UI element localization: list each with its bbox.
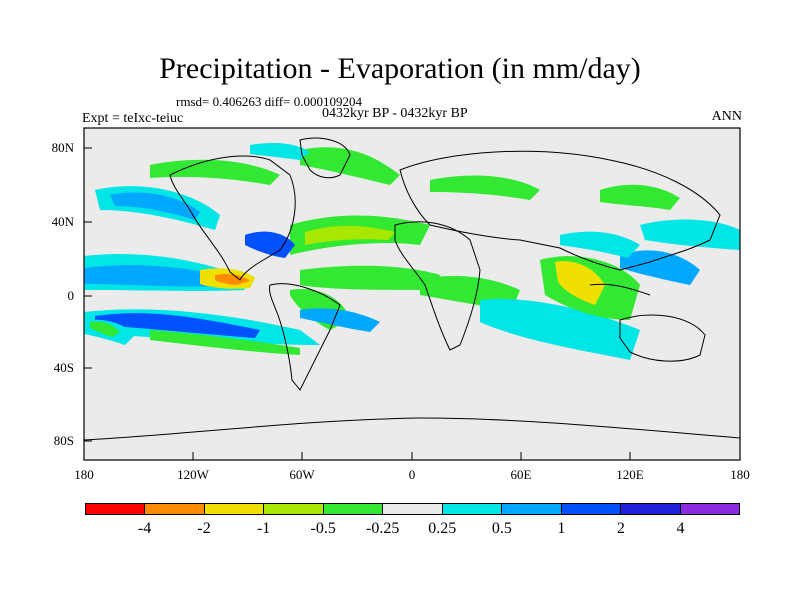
experiment-label: Expt = teIxc-teiuc bbox=[82, 111, 184, 126]
lon-label-180e: 180 bbox=[730, 467, 750, 482]
coast-south-america bbox=[269, 283, 341, 391]
stats-text: rmsd= 0.406263 diff= 0.000109204 bbox=[176, 94, 362, 109]
colorbar-label: 4 bbox=[676, 520, 685, 537]
field-green-europe bbox=[600, 184, 680, 210]
precip-field bbox=[84, 142, 740, 360]
axis-ticks bbox=[83, 147, 741, 460]
field-green-npac bbox=[150, 159, 280, 185]
coast-australia bbox=[619, 314, 706, 362]
colorbar-segment bbox=[264, 504, 324, 514]
field-blue-npac bbox=[110, 192, 200, 220]
field-yellow-indonesia bbox=[555, 261, 605, 305]
field-blue-spcz bbox=[95, 313, 260, 338]
coast-indonesia bbox=[589, 283, 651, 296]
lon-label-180w: 180 bbox=[74, 467, 94, 482]
coast-eurasia bbox=[399, 150, 721, 271]
field-cyan-seasia bbox=[560, 231, 640, 258]
colorbar bbox=[85, 503, 740, 515]
colorbar-label: -1 bbox=[256, 520, 271, 537]
lat-label-40s: 40S bbox=[53, 360, 74, 375]
field-yellowgreen-atlantic bbox=[305, 225, 395, 245]
plot-title: Precipitation - Evaporation (in mm/day) bbox=[159, 52, 641, 85]
lon-label-120e: 120E bbox=[616, 467, 644, 482]
colorbar-label: -0.5 bbox=[310, 520, 336, 537]
field-blue-pacific-itcz bbox=[84, 265, 230, 287]
colorbar-label: 0.5 bbox=[491, 520, 512, 537]
period-label: 0432kyr BP - 0432kyr BP bbox=[322, 106, 468, 121]
field-cyan-indian bbox=[480, 299, 640, 360]
lat-label-80s: 80S bbox=[53, 433, 74, 448]
lon-label-60w: 60W bbox=[289, 467, 315, 482]
colorbar-segment bbox=[621, 504, 681, 514]
lat-label-0: 0 bbox=[67, 288, 75, 303]
coastlines bbox=[83, 137, 741, 441]
map-background bbox=[84, 128, 740, 460]
field-green-eastpac bbox=[90, 321, 120, 337]
field-cyan-north bbox=[250, 142, 310, 160]
colorbar-segment bbox=[561, 504, 622, 514]
lat-label-40n: 40N bbox=[51, 214, 74, 229]
lon-label-120w: 120W bbox=[177, 467, 209, 482]
field-green-spcz bbox=[150, 330, 300, 355]
colorbar-segment bbox=[145, 504, 205, 514]
colorbar-segment bbox=[442, 504, 503, 514]
colorbar-label: -4 bbox=[137, 520, 152, 537]
colorbar-segment bbox=[502, 504, 562, 514]
coast-antarctica bbox=[83, 417, 741, 441]
colorbar-label: 1 bbox=[557, 520, 566, 537]
season-label: ANN bbox=[711, 109, 742, 124]
coast-africa bbox=[394, 221, 481, 351]
field-blue-south-atlantic bbox=[300, 308, 380, 332]
colorbar-segment bbox=[86, 504, 146, 514]
field-blue-gulf bbox=[245, 231, 295, 258]
colorbar-label: 0.25 bbox=[428, 520, 457, 537]
lat-label-80n: 80N bbox=[51, 140, 74, 155]
colorbar-segment bbox=[383, 504, 443, 514]
coast-greenland bbox=[299, 137, 351, 179]
colorbar-label: -2 bbox=[197, 520, 211, 537]
colorbar-segment bbox=[204, 504, 265, 514]
lon-label-60e: 60E bbox=[510, 467, 532, 482]
field-green-eurasia bbox=[430, 175, 540, 200]
lon-label-0: 0 bbox=[408, 467, 416, 482]
field-green-arctic bbox=[300, 147, 400, 185]
colorbar-label: -0.25 bbox=[366, 520, 400, 537]
field-green-atlantic-itcz bbox=[300, 265, 440, 290]
colorbar-label: 2 bbox=[616, 520, 625, 537]
field-blue-philippines bbox=[620, 250, 700, 285]
colorbar-segment bbox=[680, 504, 739, 514]
coast-north-america bbox=[169, 155, 296, 281]
colorbar-segment bbox=[323, 504, 384, 514]
